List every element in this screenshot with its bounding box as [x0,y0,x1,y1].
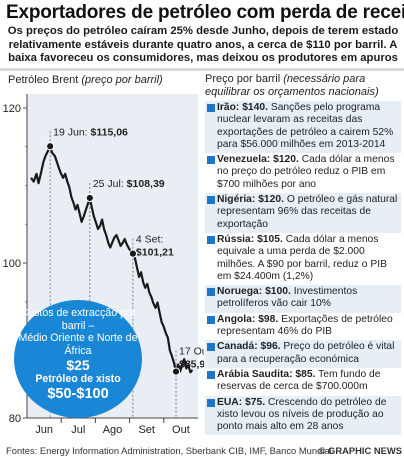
country-note: Cada dólar a menos equivale a uma perda … [217,233,387,282]
callout-value2: $50-$100 [47,386,109,403]
list-item: EUA: $75. Crescendo do petróleo de xisto… [205,395,401,436]
page-subtitle: Os preços do petróleo caíram 25% desde J… [7,25,399,65]
bullet-square-icon [207,235,215,244]
country-note: Exportações de petróleo representam 46% … [217,313,393,338]
list-item: Venezuela: $120. Cada dólar a menos no p… [205,153,401,193]
breakeven-price: $85. [295,368,316,380]
y-tick-label: 100 [3,258,21,270]
annotation-date: 19 Jun: [53,126,90,138]
country-note: Tem fundo de reservas de cerca de $700.0… [217,368,381,393]
country-note: O petróleo e gás natural representam 96%… [217,194,398,230]
annotation-point [128,249,138,258]
list-item: Canadá: $96. Preço do petróleo é vital p… [205,340,401,368]
annotation-point [85,193,94,203]
annotation-value: $101,21 [136,247,174,259]
list-note: (necessário para equilibrar os orçamento… [205,73,379,98]
annotation-point [46,142,55,151]
breakeven-price: $140. [242,102,268,113]
country-name: Rússia: [217,233,258,245]
country-name: Venezuela: [217,154,274,166]
brent-price-line [30,145,194,374]
country-note: Preço do petróleo é vital para a recuper… [217,341,395,365]
annotation-label: 25 Jul: $108,39 [93,178,165,190]
annotation-label: 19 Jun: $115,06 [53,126,128,138]
list-item: Nigéria: $120. O petróleo e gás natural … [205,193,401,233]
country-name: Arábia Saudita: [217,368,296,380]
country-name: Angola: [217,313,259,325]
callout-value1: $25 [66,357,90,374]
list-label: Preço por barril [205,73,281,85]
chart-label: Petróleo Brent [8,74,79,86]
country-name: Nigéria: [217,194,259,206]
brand-credit: © GRAPHIC NEWS [318,445,402,456]
list-item: Noruega: $100. Investimentos petrolífero… [205,285,401,313]
annotation-date: 4 Set: [136,234,166,246]
list-item: Angola: $98. Exportações de petróleo rep… [205,313,401,341]
list-header: Preço por barril (necessário para equili… [205,73,401,99]
bullet-square-icon [207,343,215,352]
footer: Fontes: Energy Information Administratio… [6,444,402,458]
list-item: Irão: $140. Sanções pelo programa nuclea… [205,101,401,154]
callout-line3: Petróleo de xisto [35,373,121,386]
x-tick-label: Jun [35,424,53,436]
sources: Fontes: Energy Information Administratio… [6,445,332,456]
chart-unit: (preço por barril) [81,74,163,86]
country-note: Crescendo do petróleo de xisto levou os … [217,396,387,433]
breakeven-price: $100. [265,286,291,298]
extraction-cost-callout: Custos de extracção por barril – Médio O… [14,300,142,418]
annotation-label: 4 Set: $101,21 [136,234,174,259]
country-list: Irão: $140. Sanções pelo programa nuclea… [205,101,401,436]
page-title: Exportadores de petróleo com perda de re… [6,2,404,23]
breakeven-price: $98. [258,313,279,325]
country-note: Sanções pelo programa nuclear levaram as… [217,102,394,150]
annotation-value: $108,39 [127,178,165,190]
breakeven-price: $75. [245,396,266,408]
annotation-value: $115,06 [91,126,129,138]
annotation-date: 25 Jul: [93,178,127,190]
country-note: Investimentos petrolíferos vão cair 10% [217,286,358,310]
bullet-square-icon [207,156,215,165]
country-name: Canadá: [217,341,261,353]
annotation-date: 17 Out: [179,346,204,358]
bullet-square-icon [207,196,215,205]
list-item: Arábia Saudita: $85. Tem fundo de reserv… [205,368,401,396]
breakeven-price: $96. [260,341,281,353]
annotation-label: 17 Out: $85,99 [179,346,204,371]
bullet-square-icon [207,104,215,112]
callout-line2: Médio Oriente e Norte de África [18,332,138,357]
breakeven-price: $120. [273,154,299,166]
country-name: Noruega: [217,286,266,298]
breakeven-price: $105. [257,233,283,245]
chart-title: Petróleo Brent (preço por barril) [8,74,163,86]
bullet-square-icon [207,398,215,407]
breakeven-price: $120. [258,194,284,206]
x-tick-label: Set [138,424,155,436]
x-tick-label: Jul [71,424,85,436]
divider [0,68,404,71]
x-tick-label: Out [172,424,190,436]
list-item: Rússia: $105. Cada dólar a menos equival… [205,233,401,285]
x-tick-label: Ago [103,424,123,436]
annotation-point [171,367,181,376]
country-name: Irão: [217,102,243,113]
bullet-square-icon [207,288,215,297]
country-note: Cada dólar a menos no preço do petróleo … [217,154,395,190]
bullet-square-icon [207,315,215,324]
y-tick-label: 80 [9,413,21,425]
bullet-square-icon [207,370,215,379]
callout-line1: Custos de extracção por barril – [20,307,136,332]
country-name: EUA: [217,396,246,408]
y-tick-label: 120 [3,103,21,115]
